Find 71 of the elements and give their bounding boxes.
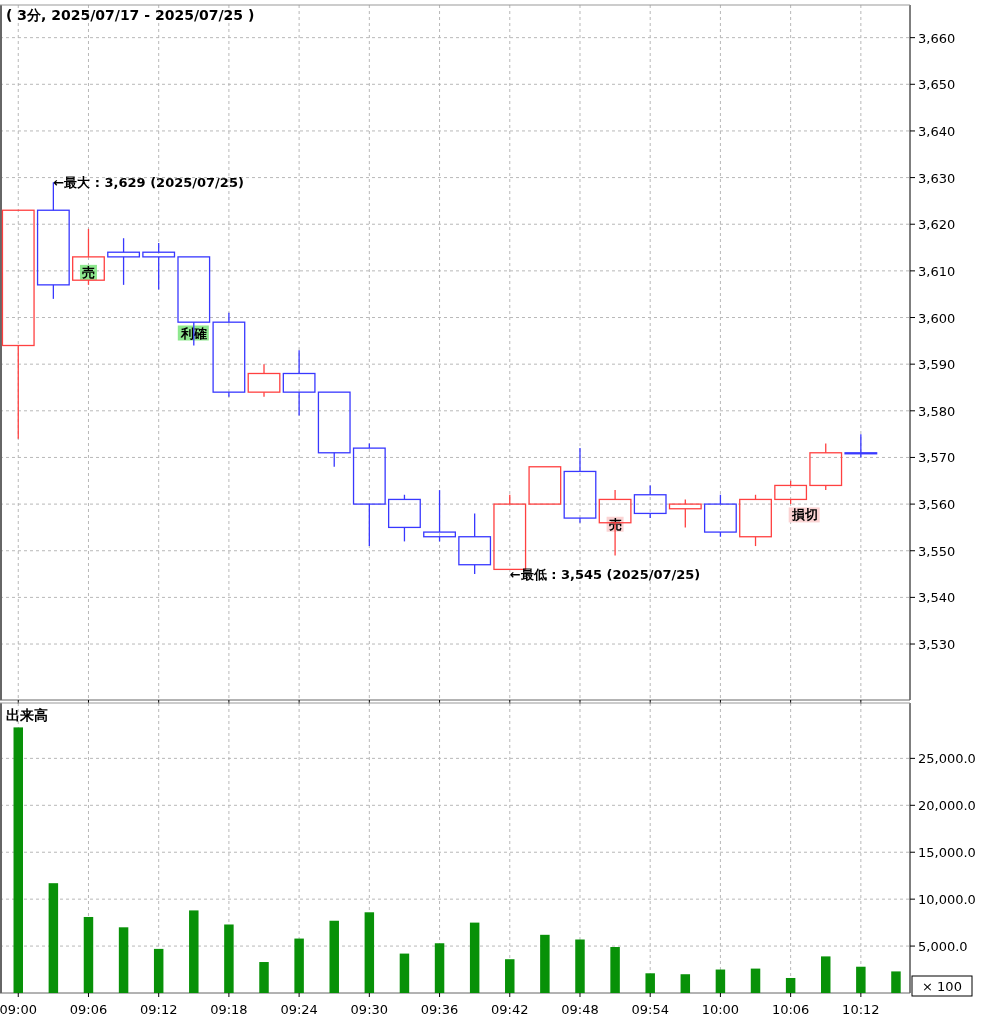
text: × 100: [922, 979, 962, 994]
x-tick-label: 09:42: [491, 1002, 529, 1017]
y-tick-label: 3,570: [918, 450, 956, 466]
y-tick-label: 3,610: [918, 263, 956, 279]
x-tick-label: 09:30: [350, 1002, 389, 1017]
bar: [399, 953, 410, 993]
y-tick-label: 3,600: [918, 310, 956, 326]
annotation: 損切: [790, 507, 818, 523]
x-tick-label: 09:54: [631, 1002, 669, 1017]
bar: [118, 927, 129, 993]
bar: [189, 910, 199, 993]
y-tick-label: 5,000.0: [918, 939, 968, 955]
bar: [505, 959, 515, 993]
bar: [364, 912, 375, 993]
x-tick-label: 10:00: [701, 1002, 740, 1017]
bar: [13, 727, 23, 993]
y-tick-label: 3,630: [918, 170, 956, 186]
bar: [715, 969, 726, 993]
y-tick-label: 15,000.0: [918, 845, 976, 861]
candlestick: [598, 489, 632, 557]
x-tick-label: 09:24: [280, 1002, 318, 1017]
annotation: ←最大 : 3,629 (2025/07/25): [53, 175, 244, 191]
bar: [48, 883, 59, 993]
bar: [469, 922, 480, 993]
candlestick: [212, 312, 246, 398]
annotation: 売: [608, 516, 622, 532]
bar: [329, 920, 339, 993]
x-tick-label: 09:18: [210, 1002, 248, 1017]
y-tick-label: 3,620: [918, 217, 956, 233]
y-tick-label: 20,000.0: [918, 798, 976, 814]
bar: [83, 916, 94, 993]
bar: [821, 956, 831, 993]
bar: [153, 948, 164, 993]
y-tick-label: 3,650: [918, 77, 956, 93]
x-tick-label: 09:06: [69, 1002, 108, 1017]
bar: [610, 947, 620, 993]
bar: [294, 938, 304, 993]
bar: [680, 974, 691, 993]
y-tick-label: 3,590: [918, 357, 956, 373]
x-tick-label: 09:36: [420, 1002, 459, 1017]
y-tick-label: 3,550: [918, 543, 956, 559]
candlestick: [247, 363, 281, 398]
y-tick-label: 10,000.0: [918, 892, 976, 908]
chart-title: 出来高: [6, 707, 48, 723]
y-tick-label: 3,640: [918, 123, 956, 139]
y-tick-label: 25,000.0: [918, 751, 976, 767]
candlestick: [282, 349, 316, 417]
x-tick-label: 09:00: [0, 1002, 37, 1017]
bar: [540, 934, 550, 993]
annotation: ←最低 : 3,545 (2025/07/25): [509, 567, 701, 583]
x-tick-label: 10:06: [771, 1002, 810, 1017]
y-tick-label: 3,540: [918, 590, 956, 606]
bar: [645, 973, 655, 993]
y-tick-label: 3,660: [918, 30, 956, 46]
bar: [891, 971, 901, 993]
bar: [575, 939, 585, 993]
bar: [259, 962, 269, 993]
y-tick-label: 3,530: [918, 637, 956, 653]
candlestick: [563, 447, 597, 524]
annotation: 売: [81, 264, 95, 280]
bar: [434, 943, 445, 993]
bar: [785, 977, 796, 993]
y-tick-label: 3,560: [918, 497, 956, 513]
x-tick-label: 09:48: [561, 1002, 599, 1017]
bar: [224, 924, 234, 993]
y-tick-label: 3,580: [918, 403, 956, 419]
chart-title: ( 3分, 2025/07/17 - 2025/07/25 ): [6, 7, 255, 23]
x-tick-label: 09:12: [139, 1002, 178, 1017]
x-tick-label: 10:12: [842, 1002, 880, 1017]
bar: [856, 966, 866, 993]
bar: [750, 968, 761, 993]
